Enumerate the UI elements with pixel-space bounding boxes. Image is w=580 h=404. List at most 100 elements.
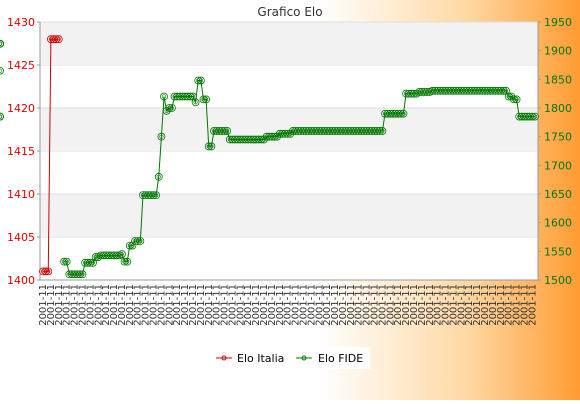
data-point-inner xyxy=(46,269,51,274)
data-point xyxy=(199,95,208,104)
data-point xyxy=(157,132,166,141)
data-point-inner xyxy=(380,128,385,134)
x-tick-label: 2001-11 xyxy=(480,284,491,326)
x-tick-label: 2001-11 xyxy=(109,284,120,326)
data-point xyxy=(0,66,4,75)
legend-marker-elo-italia xyxy=(221,355,227,361)
x-tick-label: 2001-11 xyxy=(314,284,325,326)
data-point xyxy=(531,112,539,121)
data-point-inner xyxy=(275,134,280,139)
x-tick-label: 2001-11 xyxy=(38,284,49,326)
y-right-tick-label: 1750 xyxy=(544,131,572,144)
x-tick-label: 2001-11 xyxy=(512,284,523,326)
data-point-inner xyxy=(188,94,193,99)
x-tick-label: 2001-11 xyxy=(220,284,231,326)
x-tick-label: 2001-11 xyxy=(70,284,81,326)
x-tick-label: 2001-11 xyxy=(283,284,294,326)
x-tick-label: 2001-11 xyxy=(172,284,183,326)
legend-label-elo-italia: Elo Italia xyxy=(237,352,284,365)
series-line xyxy=(64,79,535,275)
data-point-inner xyxy=(56,37,61,42)
x-tick-label: 2001-11 xyxy=(275,284,286,326)
data-point-inner xyxy=(259,137,264,142)
x-tick-label: 2001-11 xyxy=(377,284,388,326)
data-point-inner xyxy=(377,128,382,134)
x-tick-label: 2001-11 xyxy=(141,284,152,326)
data-point xyxy=(118,250,126,259)
data-point-inner xyxy=(117,253,122,258)
x-tick-label: 2001-11 xyxy=(441,284,452,326)
data-point xyxy=(186,92,195,101)
y-right-tick-label: 1500 xyxy=(544,274,572,287)
data-point-inner xyxy=(530,114,535,119)
data-point-inner xyxy=(154,193,159,198)
x-tick-label: 2001-11 xyxy=(117,284,128,326)
data-point-inner xyxy=(156,174,161,179)
x-tick-label: 2001-11 xyxy=(527,284,538,326)
y-right-tick-label: 1850 xyxy=(544,73,572,86)
x-tick-label: 2001-11 xyxy=(125,284,136,326)
x-tick-label: 2001-11 xyxy=(62,284,73,326)
x-tick-label: 2001-11 xyxy=(448,284,459,326)
x-tick-label: 2001-11 xyxy=(401,284,412,326)
data-point xyxy=(44,267,53,276)
y-right-tick-label: 1650 xyxy=(544,188,572,201)
data-point xyxy=(220,127,229,135)
data-point-inner xyxy=(532,114,538,119)
x-tick-label: 2001-11 xyxy=(85,284,96,326)
data-point xyxy=(136,237,145,245)
x-tick-label: 2001-11 xyxy=(393,284,404,326)
data-point-inner xyxy=(206,144,211,149)
data-point-inner xyxy=(196,78,201,83)
data-point xyxy=(375,127,384,135)
data-point xyxy=(160,92,168,101)
data-point xyxy=(202,95,211,104)
x-tick-label: 2001-11 xyxy=(519,284,530,326)
data-point xyxy=(75,270,84,279)
data-point xyxy=(410,89,418,98)
grid-band xyxy=(40,194,538,237)
data-point xyxy=(423,88,432,96)
data-point-inner xyxy=(209,144,214,149)
x-tick-label: 2001-11 xyxy=(425,284,436,326)
data-point-inner xyxy=(138,238,143,244)
series-line xyxy=(43,38,59,272)
data-point xyxy=(196,76,205,85)
data-point xyxy=(396,109,405,118)
data-point-inner xyxy=(201,97,206,102)
y-left-tick-label: 1405 xyxy=(7,231,35,244)
data-point xyxy=(512,95,521,104)
data-point-inner xyxy=(0,68,3,73)
y-left-tick-label: 1410 xyxy=(7,188,35,201)
x-tick-label: 2001-11 xyxy=(259,284,270,326)
x-tick-label: 2001-11 xyxy=(338,284,349,326)
data-point-inner xyxy=(64,259,69,264)
data-point xyxy=(399,109,408,118)
x-tick-label: 2001-11 xyxy=(385,284,396,326)
data-point-inner xyxy=(122,259,127,264)
data-point-inner xyxy=(167,105,172,111)
x-tick-label: 2001-11 xyxy=(133,284,144,326)
y-left-tick-label: 1420 xyxy=(7,102,35,115)
x-tick-label: 2001-11 xyxy=(496,284,507,326)
x-tick-label: 2001-11 xyxy=(488,284,499,326)
data-point-inner xyxy=(125,259,130,264)
x-tick-label: 2001-11 xyxy=(417,284,428,326)
data-point-inner xyxy=(285,131,290,136)
legend-item-elo-italia: Elo Italia xyxy=(216,352,284,365)
data-point-inner xyxy=(169,105,175,111)
data-point-inner xyxy=(190,94,196,99)
x-tick-label: 2001-11 xyxy=(149,284,160,326)
data-point xyxy=(0,39,4,48)
legend-marker-elo-fide xyxy=(301,355,307,361)
x-tick-label: 2001-11 xyxy=(196,284,207,326)
data-point xyxy=(52,35,61,44)
data-point-inner xyxy=(77,272,82,277)
x-tick-label: 2001-11 xyxy=(298,284,309,326)
data-point xyxy=(194,76,203,85)
data-point xyxy=(62,257,71,266)
y-right-tick-label: 1550 xyxy=(544,245,572,258)
data-point xyxy=(123,257,132,266)
data-point xyxy=(223,127,232,135)
data-point-inner xyxy=(198,78,203,83)
